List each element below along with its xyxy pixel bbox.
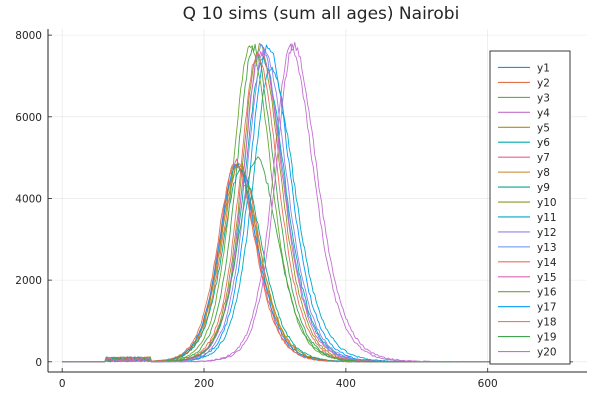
x-tick-label-2: 400 [336,378,356,390]
legend-label-y3: y3 [537,92,550,104]
y-tick-label-4: 8000 [15,30,42,42]
legend-label-y20: y20 [537,347,557,359]
y-tick-label-3: 6000 [15,112,42,124]
legend-label-y18: y18 [537,317,557,329]
y-tick-label-0: 0 [35,357,42,369]
legend-label-y6: y6 [537,137,550,149]
legend: y1 y2 y3 y4 y5 y6 y7 y8 y9 y10 y11 y12 y13 y14 y15 y16 y… [489,50,571,365]
x-tick-label-1: 200 [194,378,214,390]
legend-label-y14: y14 [537,257,557,269]
legend-label-y16: y16 [537,287,557,299]
series-layer [62,41,573,363]
legend-label-y8: y8 [537,167,550,179]
legend-label-y19: y19 [537,332,557,344]
y-tick-label-1: 2000 [15,275,42,287]
legend-label-y12: y12 [537,227,557,239]
legend-label-y11: y11 [537,212,557,224]
legend-label-y4: y4 [537,107,550,119]
legend-label-y10: y10 [537,197,557,209]
chart-title: Q 10 sims (sum all ages) Nairobi [183,4,460,24]
legend-label-y13: y13 [537,242,557,254]
legend-label-y7: y7 [537,152,550,164]
legend-label-y15: y15 [537,272,557,284]
series-line-y20 [62,41,573,363]
legend-label-y1: y1 [537,62,550,74]
legend-label-y2: y2 [537,77,550,89]
x-tick-label-0: 0 [59,378,66,390]
y-tick-label-2: 4000 [15,193,42,205]
x-tick-label-3: 600 [478,378,498,390]
legend-box [489,50,571,365]
legend-label-y17: y17 [537,302,557,314]
legend-label-y5: y5 [537,122,550,134]
legend-label-y9: y9 [537,182,550,194]
